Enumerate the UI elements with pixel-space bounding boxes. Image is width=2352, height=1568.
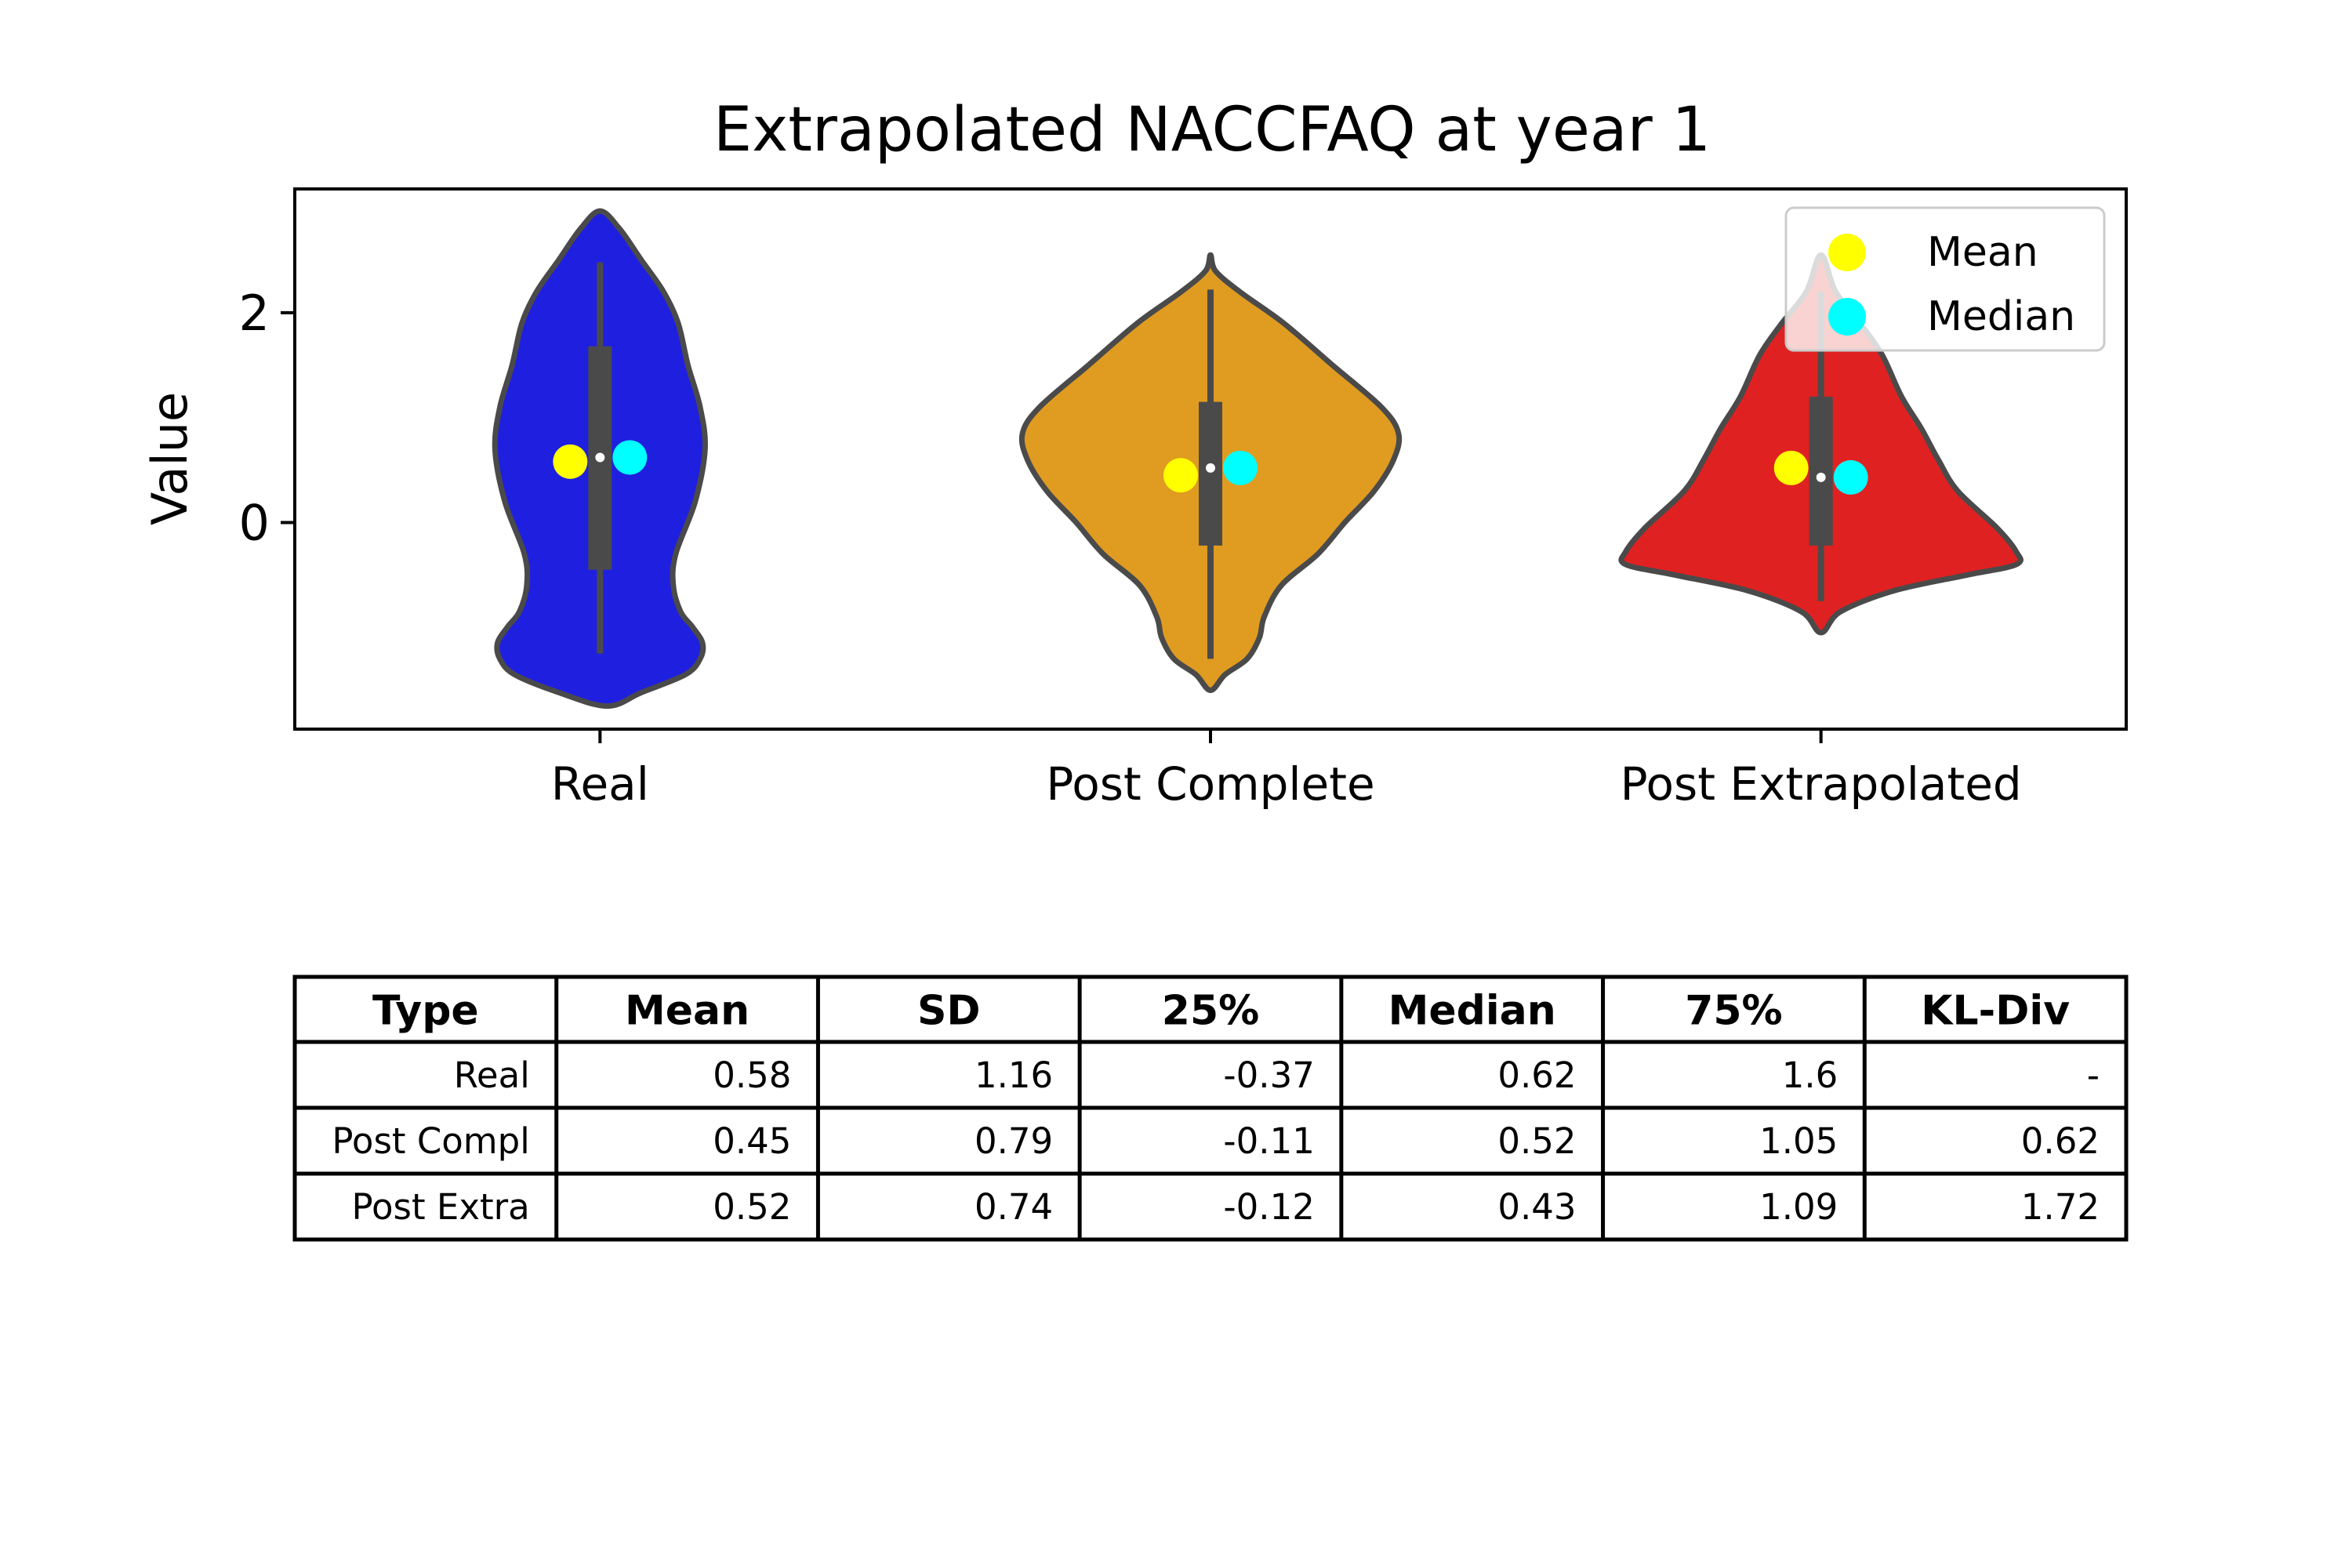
table-cell: 1.09: [1759, 1186, 1838, 1228]
y-tick-label-0: 0: [239, 494, 270, 551]
median-marker-post-complete: [1223, 450, 1258, 485]
x-tick-label-real: Real: [551, 757, 649, 811]
table-header-75: 75%: [1685, 988, 1782, 1035]
table-cell: Real: [454, 1054, 530, 1096]
table-cell: 1.05: [1759, 1120, 1838, 1162]
table-cell: -0.12: [1223, 1186, 1314, 1228]
table-cell: 0.79: [975, 1120, 1053, 1162]
table-cell: Post Compl: [332, 1120, 529, 1162]
y-tick-label-2: 2: [239, 285, 270, 342]
violin-group-real: [492, 208, 708, 710]
x-tick-label-post-complete: Post Complete: [1046, 757, 1374, 811]
table-cell: 0.52: [713, 1186, 791, 1228]
median-marker-real: [612, 440, 648, 475]
table-row: Post Compl 0.45 0.79 -0.11 0.52 1.05 0.62: [332, 1120, 2100, 1162]
x-ticks: Real Post Complete Post Extrapolated: [551, 729, 2022, 811]
violin-iqr-box-post-complete: [1199, 401, 1222, 546]
legend-marker-median: [1828, 298, 1866, 336]
table-header-mean: Mean: [625, 988, 750, 1035]
median-marker-post-extrapolated: [1833, 459, 1868, 495]
legend-marker-mean: [1828, 234, 1866, 271]
y-axis-label: Value: [141, 392, 198, 525]
table-cell: 0.58: [713, 1054, 791, 1096]
table-row: Post Extra 0.52 0.74 -0.12 0.43 1.09 1.72: [351, 1186, 2100, 1228]
table-cell: 0.62: [1497, 1054, 1576, 1096]
violin-median-dot-post-complete: [1206, 463, 1215, 473]
table-cell: 0.43: [1497, 1186, 1576, 1228]
violin-median-dot-real: [595, 452, 605, 463]
violin-group-post-complete: [1018, 252, 1403, 693]
legend-label-median: Median: [1927, 293, 2075, 340]
mean-marker-real: [553, 444, 588, 479]
table-header-sd: SD: [917, 988, 981, 1035]
table-cell: Post Extra: [351, 1186, 529, 1228]
stats-table: Type Mean SD 25% Median 75% KL-Div Real 0.58 1.16…: [292, 975, 2129, 1242]
table-header-type: Type: [372, 988, 479, 1035]
x-tick-label-post-extrapolated: Post Extrapolated: [1621, 757, 2022, 811]
legend: Mean Median: [1784, 206, 2106, 352]
mean-marker-post-complete: [1163, 458, 1198, 493]
table-cell: -0.37: [1223, 1054, 1314, 1096]
plot-area: [492, 208, 2024, 710]
table-header-median: Median: [1388, 988, 1556, 1035]
table-cell: 1.6: [1782, 1054, 1838, 1096]
table-cell: 0.74: [975, 1186, 1053, 1228]
violin-iqr-box-post-extrapolated: [1809, 396, 1833, 546]
table-header-kl-div: KL-Div: [1921, 988, 2070, 1035]
table-cell: 0.62: [2021, 1120, 2100, 1162]
chart-title: Extrapolated NACCFAQ at year 1: [713, 95, 1711, 165]
table-cell: -0.11: [1223, 1120, 1314, 1162]
table-header-25: 25%: [1162, 988, 1259, 1035]
mean-marker-post-extrapolated: [1773, 450, 1809, 485]
table-cell: 0.45: [713, 1120, 791, 1162]
table-cell: 1.72: [2021, 1186, 2100, 1228]
legend-label-mean: Mean: [1927, 229, 2038, 276]
table-cell: -: [2087, 1054, 2100, 1096]
table-cell: 1.16: [975, 1054, 1053, 1096]
table-cell: 0.52: [1497, 1120, 1576, 1162]
table-row: Real 0.58 1.16 -0.37 0.62 1.6 -: [454, 1054, 2100, 1096]
violin-median-dot-post-extrapolated: [1816, 472, 1826, 482]
y-ticks: 02: [239, 285, 295, 551]
